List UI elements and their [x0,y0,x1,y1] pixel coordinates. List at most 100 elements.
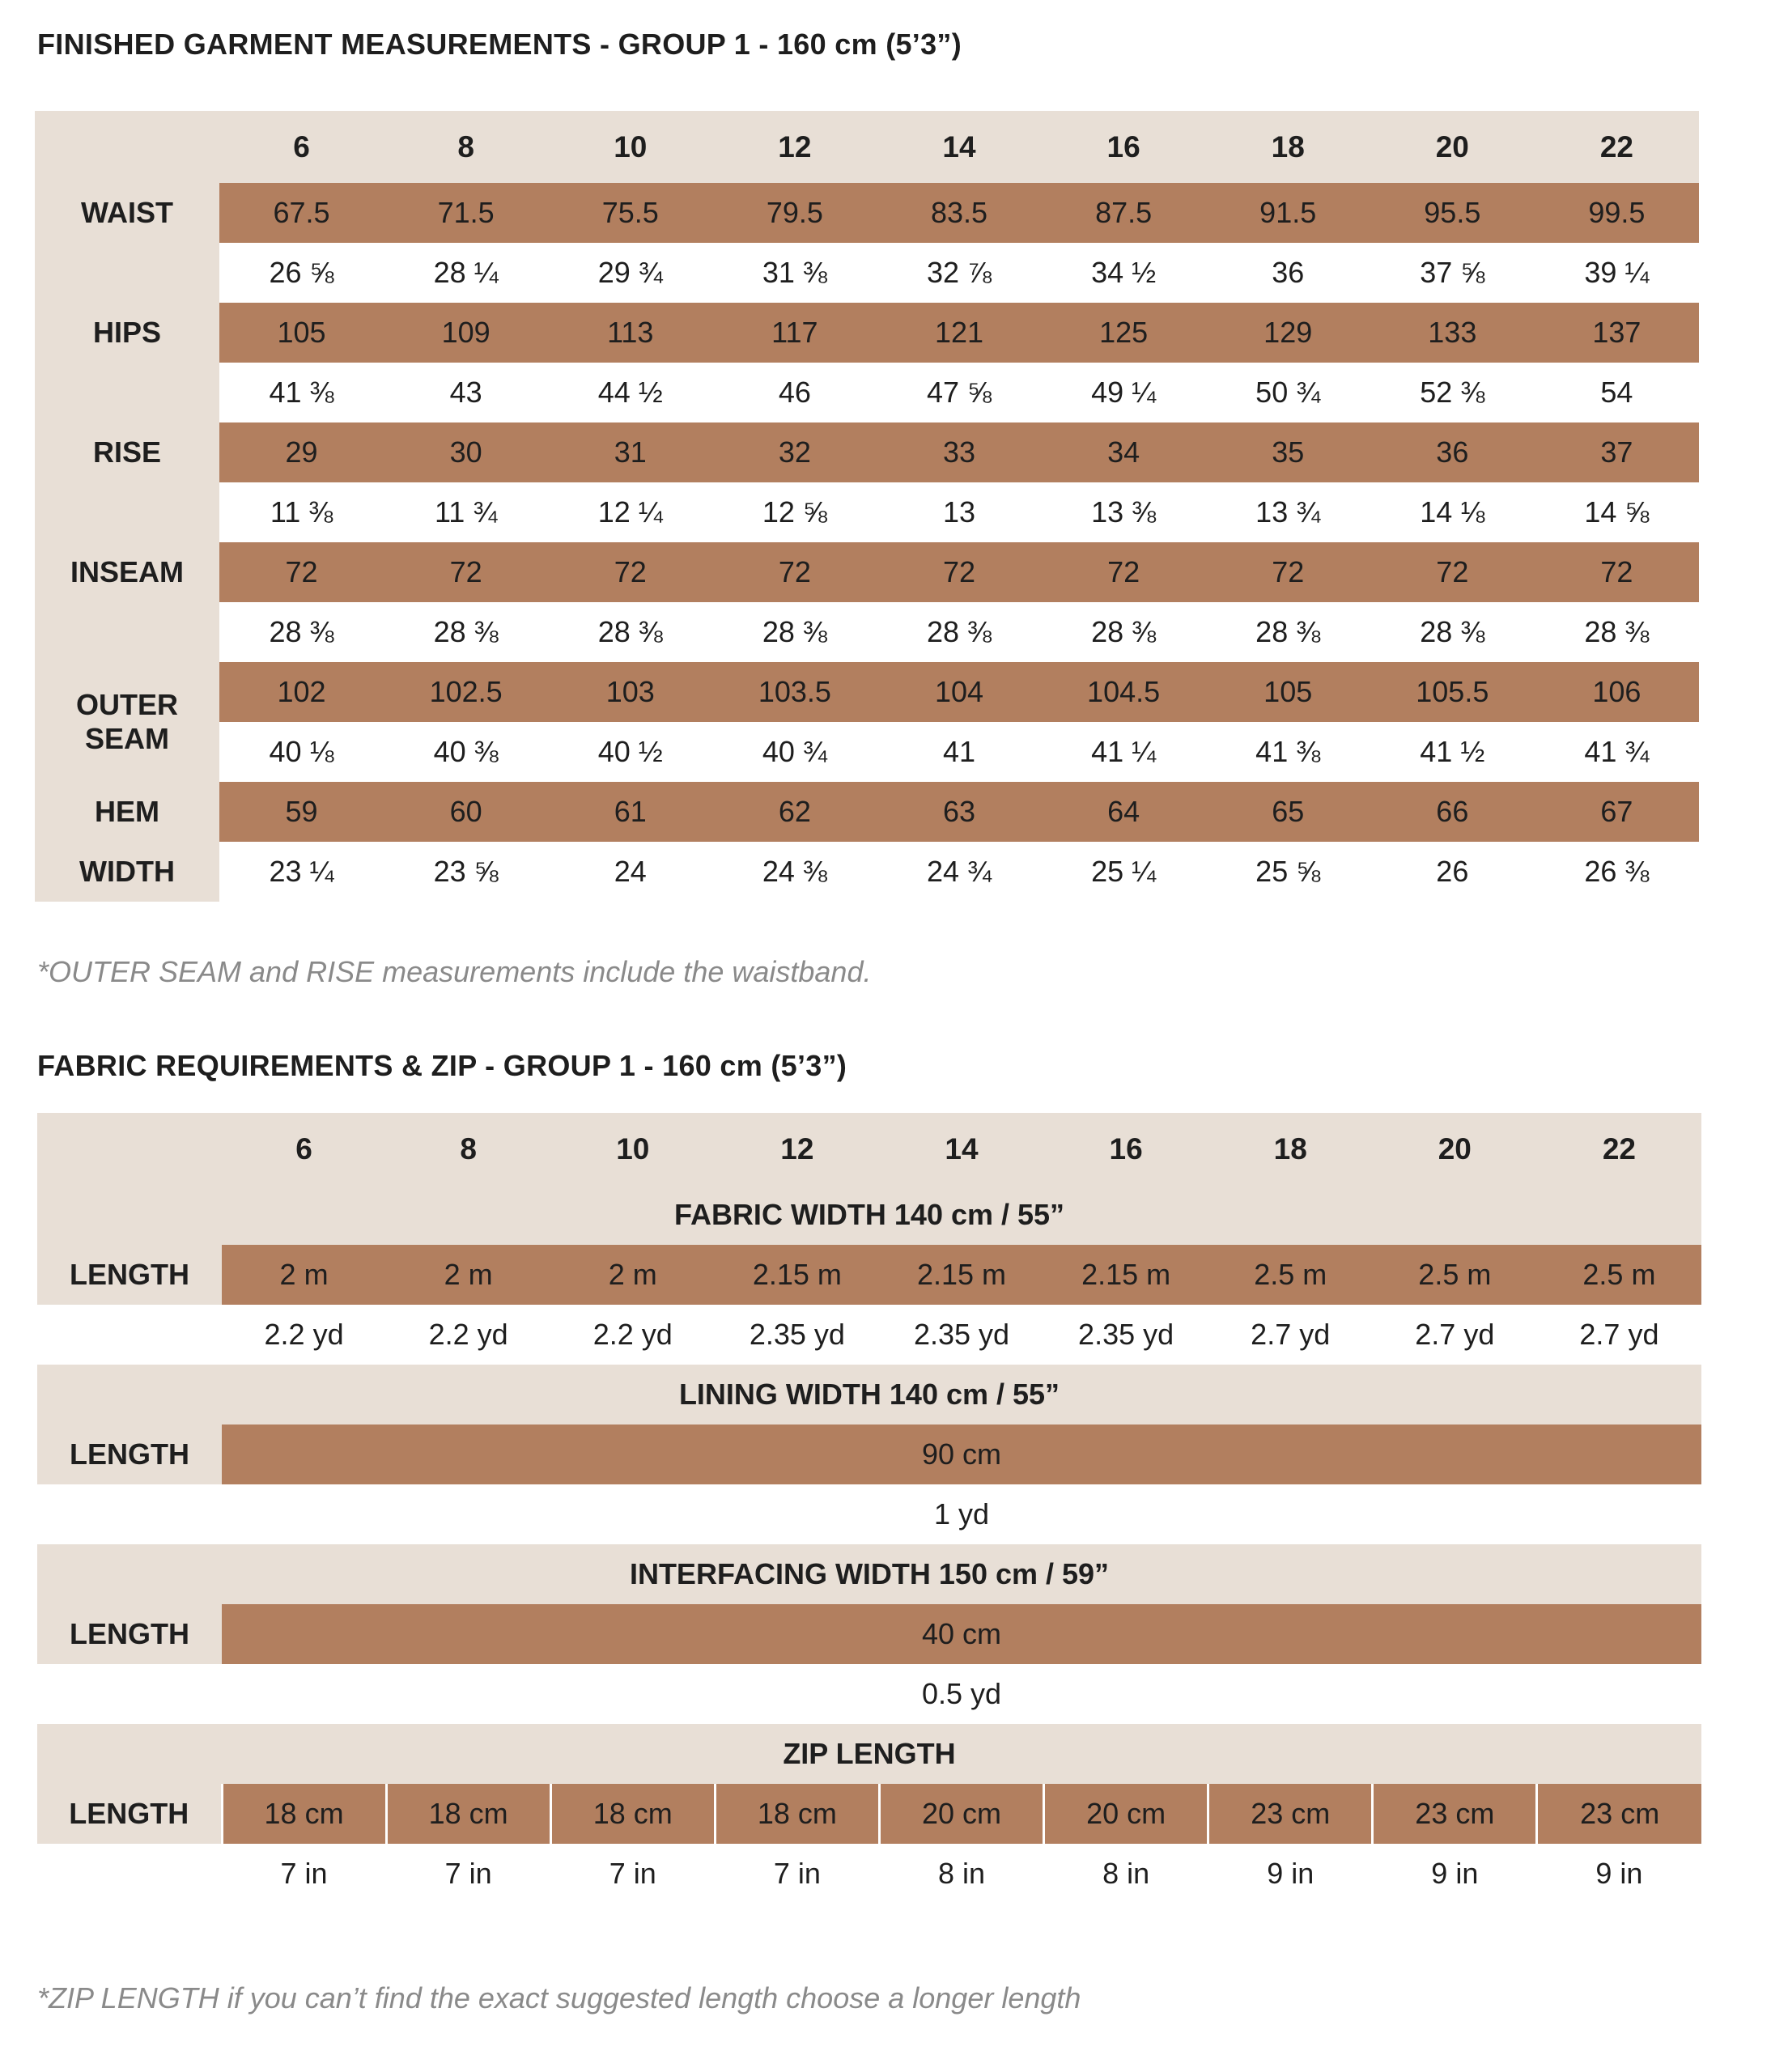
imperial-value: 23 ⅝ [433,855,499,888]
size-header: 16 [1043,1113,1208,1185]
imperial-value: 12 ⅝ [762,495,827,529]
row-label: RISE [35,422,219,482]
header-corner [37,1113,222,1185]
metric-value: 64 [1041,782,1206,842]
row-label: LENGTH [37,1245,222,1305]
imperial-value: 50 ¾ [1255,376,1321,409]
row-label: OUTER SEAM [35,662,219,782]
metric-value: 72 [1205,542,1370,602]
imperial-row: WIDTH 23 ¼ 23 ⅝ 24 24 ⅜ 24 ¾ 25 ¼ 25 ⅝ 26 26 ⅜ [35,842,1699,902]
size-header: 10 [548,111,713,183]
imperial-value: 40 ⅜ [433,735,499,768]
metric-value: 63 [877,782,1042,842]
metric-value: 61 [548,782,713,842]
size-header: 6 [219,111,384,183]
metric-value: 72 [712,542,877,602]
imperial-value: 28 ⅜ [1091,615,1157,648]
size-header: 20 [1372,1113,1537,1185]
imperial-value: 28 ⅜ [597,615,663,648]
metric-value: 71.5 [384,183,549,243]
row-label [35,243,219,303]
size-header-row: 6 8 10 12 14 16 18 20 22 [35,111,1699,183]
garment-measurements-table: 6 8 10 12 14 16 18 20 22 WAIST 67.5 71.5 75.5 79.5 83.… [35,111,1699,902]
metric-row: RISE 29 30 31 32 33 34 35 36 37 [35,422,1699,482]
row-label [35,482,219,542]
imperial-value: 32 ⅞ [926,256,992,289]
imperial-row: 26 ⅝ 28 ¼ 29 ¾ 31 ⅜ 32 ⅞ 34 ½ 36 37 ⅝ 39 ¼ [35,243,1699,303]
metric-value: 18 cm [384,1784,551,1844]
imperial-value: 24 ⅜ [762,855,827,888]
imperial-value: 28 ⅜ [1584,615,1650,648]
row-label: HIPS [35,303,219,363]
imperial-value: 24 [614,855,647,888]
imperial-value: 9 in [1595,1857,1643,1890]
metric-value: 62 [712,782,877,842]
row-label: LENGTH [37,1784,222,1844]
metric-value: 66 [1370,782,1535,842]
row-label: LENGTH [37,1604,222,1664]
imperial-value: 7 in [773,1857,821,1890]
size-header: 16 [1041,111,1206,183]
metric-row: HIPS 105 109 113 117 121 125 129 133 137 [35,303,1699,363]
metric-value: 2.15 m [715,1245,880,1305]
metric-value: 20 cm [877,1784,1044,1844]
section-header-row: FABRIC WIDTH 140 cm / 55” [37,1185,1701,1245]
imperial-value: 2.7 yd [1579,1318,1659,1351]
section-header: FABRIC WIDTH 140 cm / 55” [37,1185,1701,1245]
imperial-row: 7 in 7 in 7 in 7 in 8 in 8 in 9 in 9 in 9 in [37,1844,1701,1904]
size-header: 6 [222,1113,387,1185]
imperial-value: 40 ¾ [762,735,827,768]
imperial-value: 14 ⅛ [1420,495,1485,529]
imperial-value: 31 ⅜ [762,256,827,289]
metric-value: 37 [1534,422,1699,482]
row-label: HEM [35,782,219,842]
size-header: 22 [1534,111,1699,183]
imperial-value: 2.2 yd [592,1318,673,1351]
imperial-value: 25 ¼ [1091,855,1157,888]
imperial-value: 40 ⅛ [269,735,334,768]
imperial-row: 11 ⅜ 11 ¾ 12 ¼ 12 ⅝ 13 13 ⅜ 13 ¾ 14 ⅛ 14 ⅝ [35,482,1699,542]
metric-value: 113 [548,303,713,363]
imperial-value: 13 ¾ [1255,495,1321,529]
metric-value: 23 cm [1371,1784,1537,1844]
imperial-row: 28 ⅜ 28 ⅜ 28 ⅜ 28 ⅜ 28 ⅜ 28 ⅜ 28 ⅜ 28 ⅜ 28 ⅜ [35,602,1699,662]
imperial-value: 41 ⅜ [269,376,334,409]
imperial-value: 52 ⅜ [1420,376,1485,409]
section-header-row: INTERFACING WIDTH 150 cm / 59” [37,1544,1701,1604]
metric-value: 34 [1041,422,1206,482]
imperial-value: 7 in [280,1857,328,1890]
section-header: INTERFACING WIDTH 150 cm / 59” [37,1544,1701,1604]
imperial-value: 37 ⅝ [1420,256,1485,289]
metric-value: 32 [712,422,877,482]
metric-value: 2 m [222,1245,387,1305]
imperial-value: 2.35 yd [913,1318,1010,1351]
metric-value: 102.5 [384,662,549,722]
metric-value: 40 cm [222,1604,1701,1664]
size-header: 18 [1208,1113,1373,1185]
metric-value: 129 [1205,303,1370,363]
row-label-blank [37,1664,222,1724]
row-label-blank [37,1844,222,1904]
row-label: INSEAM [35,542,219,602]
imperial-value: 2.35 yd [1078,1318,1174,1351]
imperial-row: 0.5 yd [37,1664,1701,1724]
fabric-requirements-table: 6 8 10 12 14 16 18 20 22 FABRIC WIDTH 140 cm / 55… [37,1113,1701,1904]
imperial-value: 13 ⅜ [1091,495,1157,529]
imperial-value: 2.35 yd [749,1318,845,1351]
metric-value: 18 cm [713,1784,880,1844]
row-label [35,363,219,422]
metric-value: 105 [219,303,384,363]
header-corner [35,111,219,183]
metric-value: 30 [384,422,549,482]
metric-value: 103.5 [712,662,877,722]
imperial-value: 47 ⅝ [926,376,992,409]
metric-value: 75.5 [548,183,713,243]
metric-value: 60 [384,782,549,842]
row-label-blank [37,1484,222,1544]
metric-value: 33 [877,422,1042,482]
imperial-value: 28 ⅜ [1420,615,1485,648]
imperial-value: 49 ¼ [1091,376,1157,409]
section-header: LINING WIDTH 140 cm / 55” [37,1365,1701,1424]
imperial-value: 23 ¼ [269,855,334,888]
